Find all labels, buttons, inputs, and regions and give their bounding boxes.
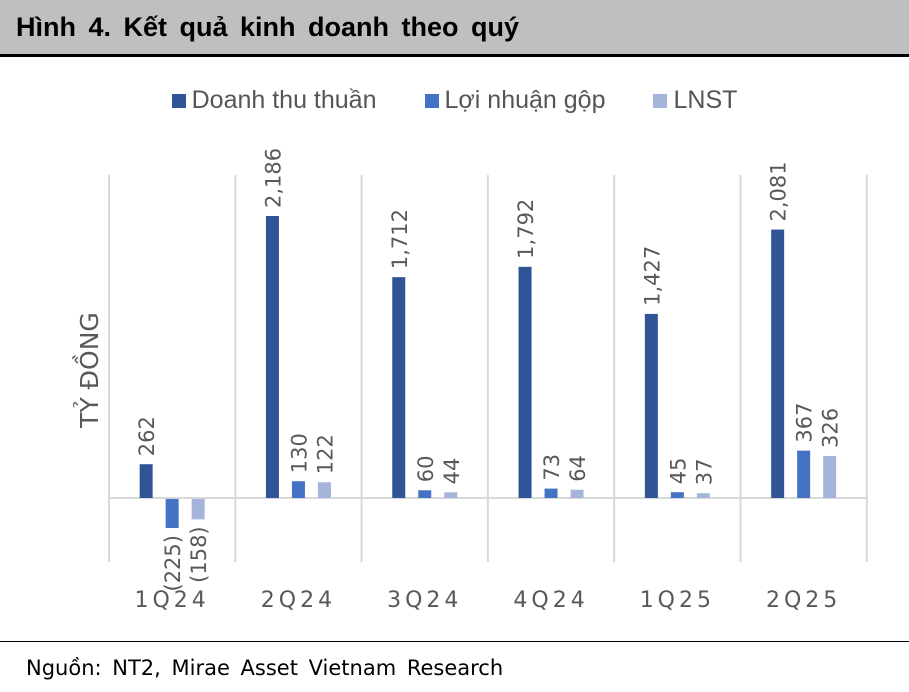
bar	[139, 464, 153, 498]
data-label: (158)	[187, 526, 211, 582]
bar	[823, 455, 837, 498]
category-label: 1Q24	[134, 588, 209, 613]
title-bar: Hình 4. Kết quả kinh doanh theo quý	[0, 0, 909, 57]
y-axis-label: TỶ ĐỒNG	[72, 312, 104, 429]
data-label: (225)	[161, 535, 185, 591]
category-label: 1Q25	[640, 588, 715, 613]
bar	[418, 490, 432, 498]
legend-item-gross-profit: Lợi nhuận gộp	[424, 86, 606, 115]
bar-chart: TỶ ĐỒNG 1Q24 262 (225) (158) 2Q24 2,186 130 122…	[72, 148, 868, 613]
figure-title: Hình 4. Kết quả kinh doanh theo quý	[16, 12, 520, 42]
divider	[0, 641, 909, 642]
legend-label: LNST	[673, 86, 738, 114]
legend-swatch	[171, 93, 186, 108]
data-label: 60	[414, 456, 438, 483]
data-label: 45	[666, 457, 690, 484]
category-label: 2Q25	[766, 588, 841, 613]
legend: Doanh thu thuần Lợi nhuận gộp LNST	[0, 86, 909, 115]
legend-swatch	[424, 93, 439, 108]
bar	[317, 482, 331, 498]
bar	[291, 481, 305, 498]
data-label: 37	[692, 458, 716, 485]
bar	[518, 266, 532, 498]
legend-label: Doanh thu thuần	[191, 86, 377, 114]
data-label: 367	[793, 403, 817, 443]
bar	[644, 313, 658, 498]
data-label: 262	[135, 416, 159, 456]
bar	[570, 489, 584, 498]
bar	[696, 493, 710, 498]
legend-item-revenue: Doanh thu thuần	[171, 86, 377, 115]
bar	[191, 499, 205, 520]
data-label: 1,712	[388, 209, 412, 269]
bar	[444, 492, 458, 498]
bar	[544, 488, 558, 498]
category-label: 2Q24	[261, 588, 336, 613]
source-note: Nguồn: NT2, Mirae Asset Vietnam Research	[26, 656, 504, 680]
category-label: 3Q24	[387, 588, 462, 613]
data-label: 1,792	[514, 199, 538, 259]
bar	[797, 450, 811, 498]
data-label: 122	[313, 434, 337, 474]
legend-swatch	[653, 93, 668, 108]
bar	[165, 499, 179, 529]
data-label: 2,186	[261, 148, 285, 208]
data-label: 326	[819, 408, 843, 448]
data-label: 73	[540, 454, 564, 481]
legend-label: Lợi nhuận gộp	[444, 86, 606, 114]
bar	[392, 277, 406, 498]
bar	[670, 492, 684, 498]
bar	[265, 216, 279, 498]
bar	[771, 229, 785, 498]
data-label: 1,427	[640, 246, 664, 306]
data-label: 64	[566, 455, 590, 482]
category-label: 4Q24	[513, 588, 588, 613]
legend-item-net-profit: LNST	[653, 86, 737, 115]
data-label: 130	[287, 433, 311, 473]
data-label: 44	[440, 458, 464, 485]
data-label: 2,081	[767, 161, 791, 221]
